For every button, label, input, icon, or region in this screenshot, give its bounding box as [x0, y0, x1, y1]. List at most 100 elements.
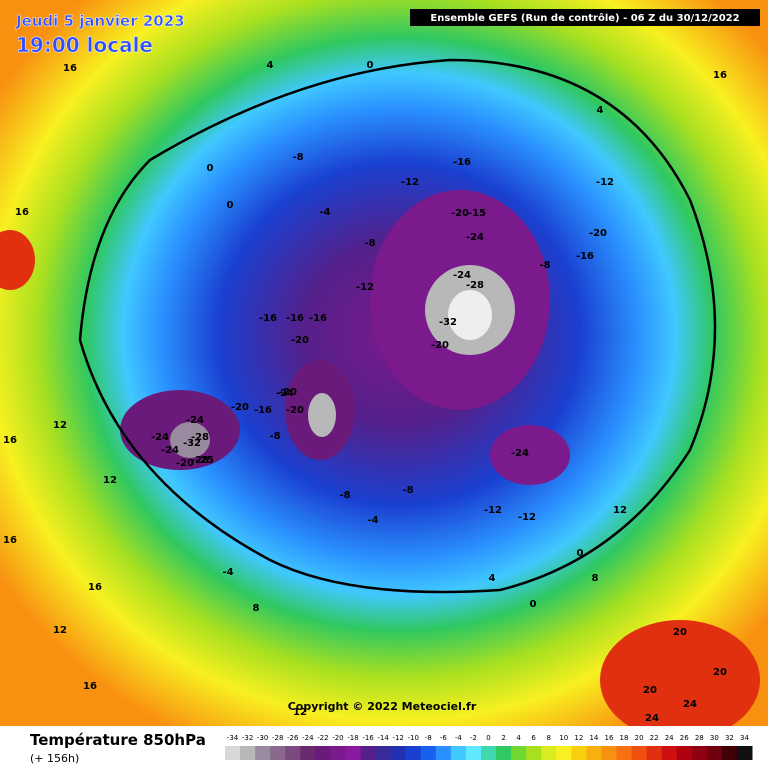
- colorbar-tick-label: 0: [486, 734, 490, 742]
- contour-label: -24: [466, 232, 484, 243]
- zero-isotherm: [78, 58, 717, 594]
- contour-label: -24: [276, 388, 294, 399]
- contour-label: 12: [53, 420, 67, 431]
- contour-label: -8: [269, 431, 280, 442]
- colorbar-tick-label: -6: [440, 734, 448, 742]
- contour-label: -12: [356, 282, 374, 293]
- contour-label: -15: [468, 208, 486, 219]
- color-swatch: [571, 746, 587, 760]
- colorbar-tick-label: -24: [302, 734, 314, 742]
- contour-label: -25: [196, 455, 214, 466]
- run-box: [410, 9, 760, 26]
- colorbar-tick-label: -30: [257, 734, 268, 742]
- cold-pool: [170, 422, 210, 458]
- colorbar-tick-label: -26: [287, 734, 299, 742]
- contour-label: -8: [539, 260, 550, 271]
- lead-time: (+ 156h): [30, 752, 79, 765]
- colorbar-tick-label: 18: [620, 734, 629, 742]
- colorbar-tick-label: -20: [332, 734, 343, 742]
- run-info: Ensemble GEFS (Run de contrôle) - 06 Z d…: [430, 12, 739, 24]
- contour-label: 20: [673, 627, 687, 638]
- color-swatch: [330, 746, 346, 760]
- color-swatch: [601, 746, 617, 760]
- colorbar-tick-label: -10: [407, 734, 418, 742]
- color-swatch: [240, 746, 256, 760]
- contour-label: 0: [367, 60, 374, 71]
- contour-label: 0: [530, 599, 537, 610]
- contour-label: -20: [286, 405, 304, 416]
- colorbar-tick-label: 2: [501, 734, 505, 742]
- color-swatch: [315, 746, 331, 760]
- color-swatch: [511, 746, 527, 760]
- contour-label: -8: [364, 238, 375, 249]
- colorbar-tick-label: 26: [680, 734, 689, 742]
- contour-label: -20: [176, 458, 194, 469]
- contour-label: -8: [339, 490, 350, 501]
- colorbar-tick-label: 16: [604, 734, 613, 742]
- contour-label: 16: [3, 435, 17, 446]
- colorbar-tick-label: 32: [725, 734, 734, 742]
- colorbar-tick-label: -2: [470, 734, 477, 742]
- contour-label: -24: [511, 448, 529, 459]
- color-swatch: [616, 746, 633, 760]
- date: Jeudi 5 janvier 2023: [15, 12, 185, 30]
- color-swatch: [360, 746, 377, 760]
- contour-label: 24: [683, 699, 697, 710]
- color-swatch: [676, 746, 693, 760]
- contour-label: 16: [63, 63, 77, 74]
- contour-label: -20: [279, 387, 297, 398]
- color-swatch: [345, 746, 362, 760]
- contour-label: -4: [222, 567, 233, 578]
- color-swatch: [300, 746, 316, 760]
- contour-label: -24: [151, 432, 169, 443]
- contour-label: -8: [292, 152, 303, 163]
- contour-label: 4: [267, 60, 274, 71]
- contour-label: -8: [402, 485, 413, 496]
- cold-pool: [490, 425, 570, 485]
- colorbar-tick-label: -12: [392, 734, 403, 742]
- contour-label: -20: [589, 228, 607, 239]
- colorbar-tick-label: 4: [516, 734, 521, 742]
- contour-label: 16: [83, 681, 97, 692]
- contour-label: 8: [253, 603, 260, 614]
- contour-label: 12: [613, 505, 627, 516]
- contour-label: 24: [645, 713, 659, 724]
- contour-label: -16: [259, 313, 277, 324]
- contour-label: 0: [227, 200, 234, 211]
- colorbar-tick-label: 24: [665, 734, 674, 742]
- colorbar-tick-label: -16: [362, 734, 374, 742]
- contour-label: 12: [53, 625, 67, 636]
- warm-pool: [600, 620, 760, 740]
- contour-label: -20: [431, 340, 449, 351]
- colorbar: -34 -32 -30 -28 -26 -24 -22 -20 -18 -16 -14 -12 -10-…: [225, 734, 753, 760]
- colorbar-tick-label: 28: [695, 734, 704, 742]
- color-swatch: [496, 746, 512, 760]
- contour-label: 12: [293, 707, 307, 718]
- contour-label: 4: [489, 573, 496, 584]
- contour-label: -12: [484, 505, 502, 516]
- contour-label: -20: [231, 402, 249, 413]
- colorbar-tick-label: 34: [740, 734, 749, 742]
- contour-label: -24: [453, 270, 471, 281]
- color-swatch: [285, 746, 301, 760]
- color-swatch: [556, 746, 572, 760]
- color-swatch: [225, 746, 241, 760]
- map-background: [0, 0, 768, 726]
- color-swatch: [691, 746, 708, 760]
- contour-label: -16: [309, 313, 327, 324]
- color-swatch: [405, 746, 422, 760]
- contour-label: -32: [439, 317, 457, 328]
- color-swatch: [270, 746, 286, 760]
- contour-label: -4: [367, 515, 378, 526]
- contour-label: 16: [713, 70, 727, 81]
- color-swatch: [375, 746, 392, 760]
- cold-pool: [448, 290, 492, 340]
- color-swatch: [480, 746, 497, 760]
- contour-label: -12: [596, 177, 614, 188]
- color-swatch: [646, 746, 663, 760]
- cold-pool: [308, 393, 336, 437]
- contour-label: 0: [207, 163, 214, 174]
- contour-label: -32: [183, 438, 201, 449]
